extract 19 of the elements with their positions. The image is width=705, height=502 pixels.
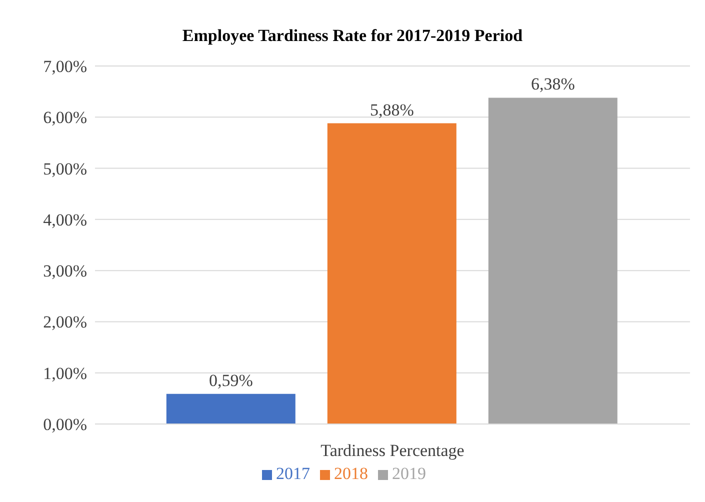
chart-title: Employee Tardiness Rate for 2017-2019 Period: [181, 25, 524, 47]
y-tick-label: 7,00%: [43, 57, 87, 76]
y-tick-label: 4,00%: [43, 210, 87, 230]
y-tick-label: 1,00%: [43, 364, 87, 383]
x-tick-label: Tardiness Percentage: [320, 441, 464, 460]
data-label: 6,38%: [530, 74, 575, 94]
legend-label: 2019: [392, 464, 426, 483]
bar: [327, 123, 456, 424]
legend-label: 2017: [276, 464, 310, 483]
y-tick-label: 3,00%: [43, 262, 87, 281]
bar: [488, 98, 618, 424]
y-tick-label: 5,00%: [43, 159, 87, 178]
legend-label: 2018: [334, 464, 368, 483]
y-tick-label: 2,00%: [43, 312, 87, 332]
data-label: 5,88%: [370, 100, 414, 120]
y-tick-label: 6,00%: [43, 108, 87, 128]
y-tick-label: 0,00%: [43, 415, 87, 434]
data-label: 0,59%: [208, 370, 253, 390]
bar: [166, 394, 296, 424]
